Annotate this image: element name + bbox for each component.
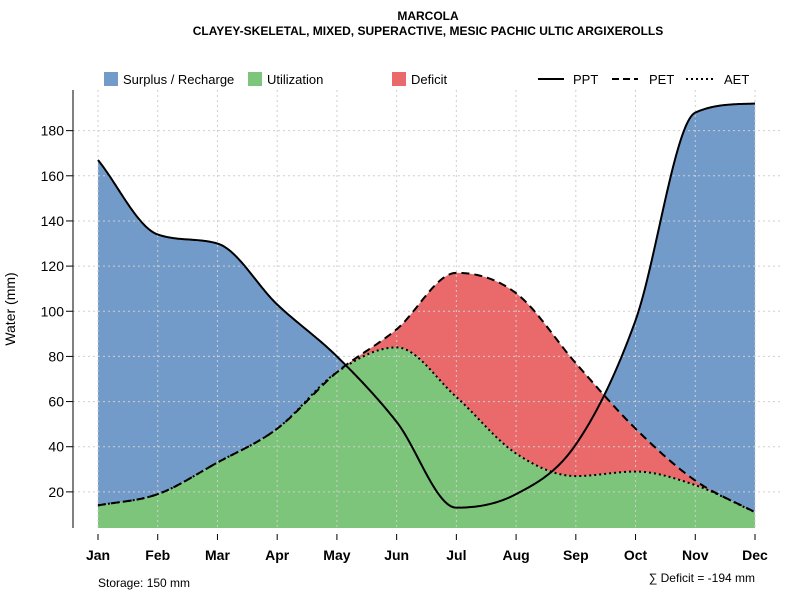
chart-title: MARCOLA — [397, 9, 459, 23]
deficit-note: ∑ Deficit = -194 mm — [649, 571, 755, 585]
legend-label-ppt: PPT — [573, 72, 598, 87]
storage-note: Storage: 150 mm — [98, 576, 190, 590]
legend-label-aet: AET — [724, 72, 749, 87]
chart-subtitle: CLAYEY-SKELETAL, MIXED, SUPERACTIVE, MES… — [193, 24, 663, 38]
legend-label-utilization: Utilization — [267, 72, 323, 87]
x-tick-label: May — [323, 547, 350, 563]
x-tick-label: Jan — [86, 547, 110, 563]
deficit-area — [98, 272, 755, 513]
legend: Surplus / Recharge Utilization Deficit P… — [104, 72, 749, 87]
y-tick-label: 40 — [48, 439, 64, 455]
x-tick-label: Oct — [624, 547, 648, 563]
legend-swatch-surplus — [104, 72, 118, 86]
y-tick-label: 80 — [48, 348, 64, 364]
x-tick-label: Aug — [502, 547, 529, 563]
series-line-pet — [97, 271, 756, 514]
series-line-aet — [97, 346, 756, 514]
y-axis-label: Water (mm) — [2, 272, 18, 345]
x-tick-label: Sep — [563, 547, 589, 563]
surplus-area — [98, 103, 755, 513]
legend-swatch-utilization — [248, 72, 262, 86]
grid — [73, 90, 783, 528]
x-tick-label: Jun — [384, 547, 409, 563]
y-tick-label: 180 — [41, 123, 65, 139]
x-tick-label: Apr — [265, 547, 290, 563]
plot-areas — [98, 103, 755, 528]
legend-label-surplus: Surplus / Recharge — [123, 72, 234, 87]
plot-lines — [97, 102, 756, 514]
y-tick-label: 100 — [41, 303, 65, 319]
y-tick-label: 60 — [48, 394, 64, 410]
series-line-ppt — [97, 102, 756, 509]
y-tick-label: 20 — [48, 484, 64, 500]
y-tick-label: 140 — [41, 213, 65, 229]
x-tick-label: Jul — [446, 547, 466, 563]
x-tick-label: Feb — [145, 547, 170, 563]
y-tick-label: 120 — [41, 258, 65, 274]
x-tick-label: Mar — [205, 547, 230, 563]
legend-swatch-deficit — [392, 72, 406, 86]
legend-label-pet: PET — [649, 72, 674, 87]
y-tick-label: 160 — [41, 168, 65, 184]
legend-label-deficit: Deficit — [411, 72, 448, 87]
utilization-area — [98, 347, 755, 528]
x-tick-label: Dec — [742, 547, 768, 563]
axes: 20 40 60 80 100 120 140 160 180 Jan Feb Mar Apr May Ju… — [41, 90, 768, 563]
x-tick-label: Nov — [682, 547, 709, 563]
